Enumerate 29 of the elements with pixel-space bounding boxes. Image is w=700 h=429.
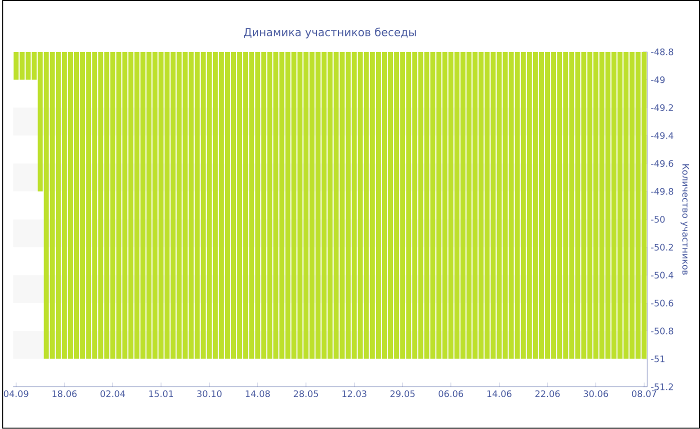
y-tick-label: -48.8 <box>651 48 674 56</box>
x-tick-label: 14.06 <box>487 390 512 398</box>
y-tick-label: -49.6 <box>651 160 674 168</box>
y-tick-label: -51 <box>651 356 664 362</box>
y-tick-label: -51.2 <box>651 384 673 390</box>
x-tick-label: 02.04 <box>100 390 126 398</box>
x-tick-label: 08.07 <box>632 390 656 398</box>
chart-title: Динамика участников беседы <box>244 28 416 39</box>
y-axis-title: Количество участников <box>680 164 689 275</box>
x-tick-label: 28.05 <box>294 390 318 398</box>
y-tick-label: -50 <box>651 216 665 223</box>
y-tick-label: -50.2 <box>651 244 673 251</box>
x-tick-label: 30.10 <box>197 390 222 398</box>
x-tick-label: 15.01 <box>149 390 174 398</box>
x-tick-label: 30.06 <box>584 390 608 398</box>
y-tick-label: -49.8 <box>651 188 674 195</box>
x-tick-label: 29.05 <box>390 390 415 398</box>
x-tick-label: 04.09 <box>4 390 28 398</box>
y-tick-label: -50.8 <box>651 328 674 335</box>
x-tick-label: 18.06 <box>52 390 77 398</box>
x-tick-label: 22.06 <box>535 390 560 398</box>
y-tick-label: -49.2 <box>651 104 673 112</box>
y-tick-label: -49 <box>651 76 665 84</box>
y-tick-label: -49.4 <box>651 132 674 140</box>
x-tick-label: 06.06 <box>438 390 464 398</box>
y-tick-label: -50.4 <box>651 272 674 279</box>
x-tick-label: 14.08 <box>246 390 270 398</box>
x-tick-label: 12.03 <box>342 390 366 398</box>
y-tick-label: -50.6 <box>651 300 674 307</box>
